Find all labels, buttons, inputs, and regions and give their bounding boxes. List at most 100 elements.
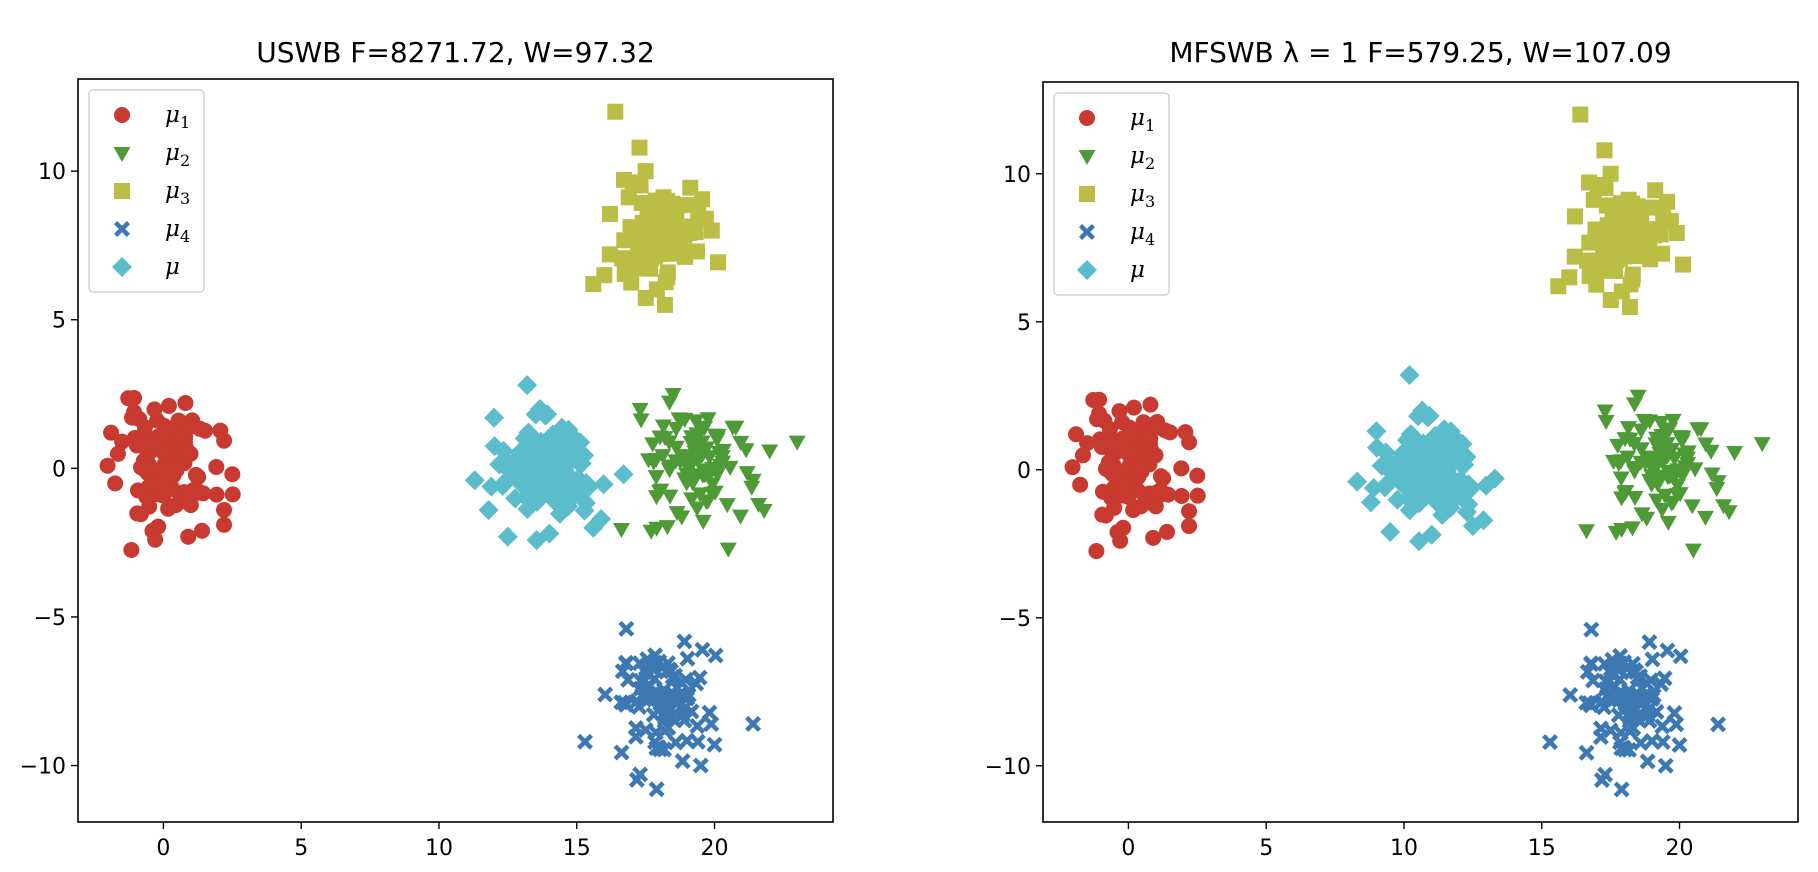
data-point [1454, 454, 1475, 475]
legend-marker [1079, 110, 1095, 126]
y-tick-label: −10 [20, 755, 66, 780]
data-point [224, 466, 241, 483]
data-point [1158, 523, 1175, 540]
data-point [699, 412, 717, 428]
data-point [637, 163, 654, 180]
data-point [493, 440, 514, 461]
data-point [1653, 502, 1671, 518]
data-point [1679, 457, 1697, 473]
data-point [1683, 499, 1701, 515]
data-point [224, 486, 241, 503]
data-point [109, 445, 126, 462]
data-point [1609, 438, 1627, 454]
data-point [670, 693, 687, 710]
data-point [1380, 521, 1401, 542]
data-point [676, 633, 693, 650]
data-point [1173, 487, 1190, 504]
data-point [652, 695, 669, 712]
data-point [648, 781, 665, 798]
data-point [1684, 543, 1702, 559]
legend-label: μ3 [1130, 181, 1155, 211]
data-point [657, 274, 674, 291]
data-point [1458, 494, 1479, 515]
data-point [1583, 621, 1600, 638]
data-point [1671, 487, 1689, 503]
data-point [1594, 253, 1611, 270]
data-point [687, 414, 705, 430]
data-point [1579, 252, 1596, 269]
data-point [714, 455, 732, 471]
data-point [164, 481, 181, 498]
data-point [1654, 245, 1671, 262]
data-point [719, 542, 737, 558]
data-point [1619, 450, 1637, 466]
data-point [656, 722, 673, 739]
data-point [183, 418, 200, 435]
data-point [692, 757, 709, 774]
data-point [731, 509, 749, 525]
data-point [667, 440, 685, 456]
data-point [1659, 642, 1676, 659]
data-point [642, 259, 659, 276]
data-point [683, 492, 701, 508]
data-point [1112, 532, 1129, 549]
data-point [1621, 432, 1639, 448]
data-point [654, 449, 672, 465]
data-point [123, 541, 140, 558]
data-point [1659, 515, 1677, 531]
data-point [1664, 413, 1682, 429]
data-point [1607, 261, 1624, 278]
y-tick-label: 0 [1017, 459, 1031, 484]
data-point [1633, 679, 1650, 696]
data-point [1652, 439, 1670, 455]
data-point [560, 427, 581, 448]
y-tick-label: 10 [1003, 163, 1031, 188]
data-point [698, 494, 716, 510]
data-point [1599, 688, 1616, 705]
data-point [526, 491, 547, 512]
data-point [1097, 507, 1114, 524]
data-point [160, 397, 177, 414]
data-point [1644, 651, 1661, 668]
series-4 [1542, 621, 1727, 798]
legend-label: μ [1130, 257, 1145, 283]
data-point [634, 687, 651, 704]
data-point [1617, 696, 1634, 713]
data-point [126, 390, 143, 407]
data-point [1621, 682, 1638, 699]
data-point [1675, 256, 1692, 273]
y-tick-label: 10 [38, 160, 66, 185]
data-point [693, 448, 711, 464]
data-point [674, 753, 691, 770]
legend-label: μ1 [1130, 105, 1155, 135]
data-point [124, 409, 141, 426]
data-point [656, 431, 674, 447]
data-point [1436, 493, 1457, 514]
data-point [193, 522, 210, 539]
data-point [155, 444, 172, 461]
data-point [1079, 435, 1096, 452]
data-point [688, 427, 706, 443]
data-point [613, 464, 634, 485]
data-point [1596, 404, 1614, 420]
data-point [1587, 221, 1604, 238]
data-point [185, 482, 202, 499]
data-point [1578, 744, 1595, 761]
data-point [1626, 490, 1644, 506]
legend-marker [1077, 260, 1097, 280]
data-point [1089, 411, 1106, 428]
data-point [197, 422, 214, 439]
data-point [1074, 447, 1091, 464]
data-point [536, 436, 557, 457]
data-point [1703, 467, 1721, 483]
y-tick-label: −5 [999, 607, 1031, 632]
data-point [602, 205, 619, 222]
data-point [631, 139, 648, 156]
data-point [656, 681, 673, 698]
data-point [1710, 716, 1727, 733]
axes-frame [1042, 81, 1799, 823]
y-tick-label: 5 [52, 309, 66, 334]
data-point [652, 741, 669, 758]
